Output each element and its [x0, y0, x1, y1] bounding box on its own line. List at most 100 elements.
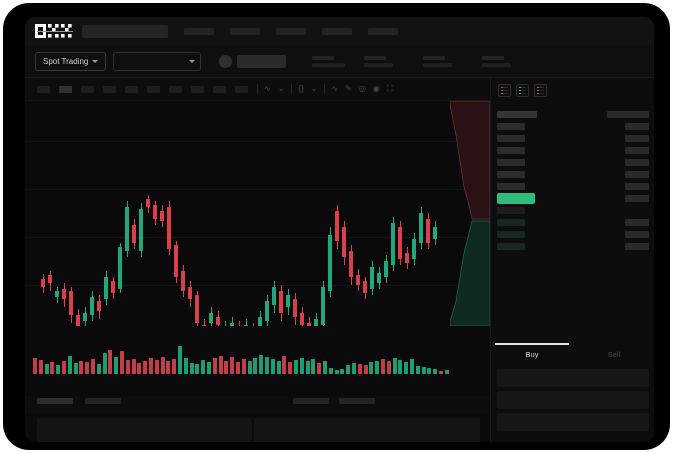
volume-bar	[288, 362, 293, 374]
volume-bar	[253, 358, 258, 374]
volume-bar	[375, 361, 380, 374]
spot-trading-dropdown[interactable]: Spot Trading	[35, 51, 107, 71]
indicator-icon[interactable]: ∿	[264, 84, 271, 93]
candle-body	[55, 291, 59, 297]
candle-body	[314, 319, 318, 326]
volume-bar	[195, 364, 200, 374]
volume-bar	[265, 357, 269, 374]
order-price-field[interactable]	[497, 369, 649, 387]
timeframe-button-10[interactable]	[235, 85, 248, 93]
candle-body	[202, 325, 206, 326]
orders-tabs	[25, 396, 490, 414]
volume-bar	[439, 371, 443, 374]
volume-bar	[427, 368, 432, 374]
volume-bar	[369, 362, 374, 374]
orderbook-bid-row[interactable]	[497, 204, 649, 216]
camera-icon[interactable]: ◎	[358, 84, 366, 93]
orderbook-bid-row[interactable]	[497, 228, 649, 240]
volume-bar	[183, 358, 188, 374]
settings-icon[interactable]: ◉	[372, 84, 380, 93]
chart-toolbar: ∿ ⌄ {} ⌄ ∿ ✎ ◎ ◉ ⛶	[25, 78, 490, 101]
volume-bar	[44, 364, 49, 374]
orderbook-ask-row[interactable]	[497, 168, 649, 180]
candle-body	[76, 315, 80, 326]
volume-bar	[189, 363, 194, 374]
volume-bar	[143, 361, 148, 374]
search-input[interactable]	[82, 24, 168, 38]
orderbook-ask-row[interactable]	[497, 120, 649, 132]
nav-link-3[interactable]	[276, 27, 306, 35]
timeframe-button-8[interactable]	[191, 85, 204, 93]
timeframe-button-2[interactable]	[59, 85, 72, 93]
nav-link-1[interactable]	[184, 27, 214, 35]
volume-bar	[166, 361, 171, 374]
orderbook-header-row[interactable]	[497, 108, 649, 120]
nav-link-5[interactable]	[368, 27, 398, 35]
order-amount-field[interactable]	[497, 391, 649, 409]
volume-bar	[398, 360, 403, 374]
volume-bar	[154, 360, 159, 374]
volume-bar	[299, 358, 304, 374]
orderbook-view-bids-icon[interactable]	[516, 84, 529, 97]
orders-panel-right[interactable]	[254, 418, 480, 442]
orderbook-quantity	[497, 158, 525, 166]
tab-buy[interactable]: Buy	[525, 350, 539, 359]
tab-open-orders[interactable]	[37, 398, 73, 404]
compare-icon[interactable]: {}	[298, 84, 304, 93]
candle-body	[321, 287, 325, 325]
timeframe-button-1[interactable]	[37, 85, 50, 93]
timeframe-button-9[interactable]	[213, 85, 226, 93]
candle-body	[377, 273, 381, 283]
chart-type-icon[interactable]: ⌄	[277, 84, 285, 93]
volume-bar	[73, 363, 78, 374]
active-tab-underline	[37, 31, 73, 32]
orderbook-bid-row[interactable]	[497, 216, 649, 228]
line-chart-icon[interactable]: ∿	[331, 84, 339, 93]
orderbook-ask-row[interactable]	[497, 180, 649, 192]
timeframe-button-5[interactable]	[125, 85, 138, 93]
candle-body	[363, 281, 367, 293]
orderbook-ask-row[interactable]	[497, 156, 649, 168]
volume-bar	[241, 359, 246, 374]
trading-pair-select[interactable]	[113, 51, 202, 71]
orderbook-quantity	[497, 230, 525, 238]
orderbook-quantity	[497, 242, 525, 250]
nav-link-2[interactable]	[230, 27, 260, 35]
market-stat-2	[364, 55, 394, 67]
candle-body	[230, 323, 234, 326]
market-stat-1	[312, 55, 346, 67]
orderbook-rows[interactable]	[491, 104, 654, 339]
orderbook-spread-row[interactable]	[497, 192, 649, 204]
candle-body	[209, 313, 213, 323]
orderbook-amount	[625, 134, 649, 142]
candle-body	[412, 239, 416, 259]
timeframe-button-7[interactable]	[169, 85, 182, 93]
fullscreen-icon[interactable]: ⛶	[386, 84, 393, 93]
orderbook-ask-row[interactable]	[497, 132, 649, 144]
volume-bar	[381, 359, 385, 374]
orders-action-2[interactable]	[339, 398, 375, 404]
depth-chart-overlay	[450, 101, 490, 326]
orders-panel-left[interactable]	[37, 418, 252, 442]
orders-action-1[interactable]	[293, 398, 329, 404]
tab-order-history[interactable]	[85, 398, 121, 404]
candle-body	[195, 295, 199, 323]
chevron-down-icon[interactable]: ⌄	[310, 84, 318, 93]
price-chart[interactable]	[25, 101, 490, 326]
orderbook-view-asks-icon[interactable]	[534, 84, 547, 97]
orderbook-ask-row[interactable]	[497, 144, 649, 156]
volume-bar	[311, 359, 316, 374]
order-total-field[interactable]	[497, 413, 649, 431]
timeframe-button-4[interactable]	[103, 85, 116, 93]
orderbook-view-both-icon[interactable]	[498, 84, 511, 97]
timeframe-button-6[interactable]	[147, 85, 160, 93]
nav-link-4[interactable]	[322, 27, 352, 35]
candle-body	[48, 275, 52, 283]
eraser-icon[interactable]: ✎	[345, 84, 352, 93]
volume-bar	[114, 357, 119, 374]
toolbar-divider	[324, 84, 326, 94]
app-screen: Spot Trading ∿	[25, 17, 654, 442]
orderbook-bid-row[interactable]	[497, 240, 649, 252]
timeframe-button-3[interactable]	[81, 85, 94, 93]
tab-sell[interactable]: Sell	[607, 350, 621, 359]
